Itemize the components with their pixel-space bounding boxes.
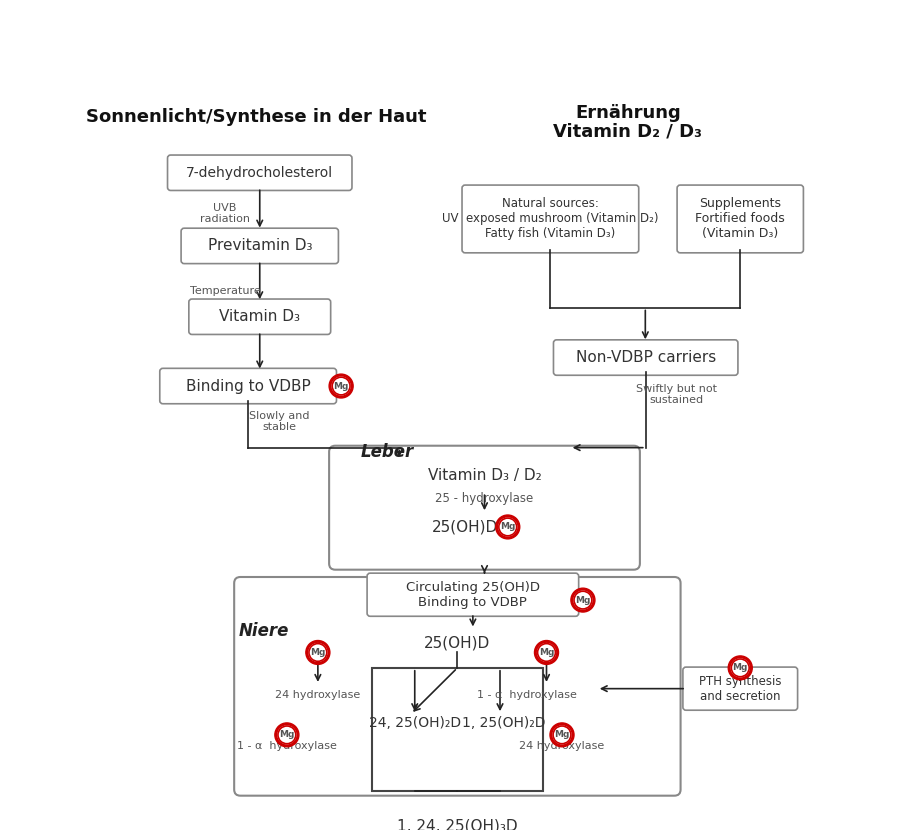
Bar [372, 668, 543, 791]
Text: 24 hydroxylase: 24 hydroxylase [519, 741, 605, 751]
Text: 1, 25(OH)₂D: 1, 25(OH)₂D [462, 716, 545, 730]
Text: Niere: Niere [238, 622, 289, 640]
Text: Ernährung: Ernährung [575, 105, 680, 123]
Text: 1 - α  hydroxylase: 1 - α hydroxylase [237, 741, 337, 751]
Text: Mg: Mg [575, 596, 590, 604]
Text: Supplements
Fortified foods
(Vitamin D₃): Supplements Fortified foods (Vitamin D₃) [696, 198, 785, 241]
Text: Vitamin D₂ / D₃: Vitamin D₂ / D₃ [554, 123, 702, 141]
Circle shape [728, 656, 752, 680]
Circle shape [309, 643, 327, 662]
Text: Previtamin D₃: Previtamin D₃ [208, 238, 312, 253]
FancyBboxPatch shape [181, 228, 338, 264]
FancyBboxPatch shape [189, 299, 330, 334]
Circle shape [554, 726, 571, 744]
Circle shape [499, 518, 517, 536]
Text: 24, 25(OH)₂D: 24, 25(OH)₂D [369, 716, 461, 730]
Text: 1, 24, 25(OH)₃D: 1, 24, 25(OH)₃D [397, 818, 517, 830]
FancyBboxPatch shape [462, 185, 639, 253]
Circle shape [574, 591, 592, 609]
Text: Binding to VDBP: Binding to VDBP [185, 378, 310, 393]
Text: Temperature: Temperature [190, 286, 260, 295]
FancyBboxPatch shape [329, 446, 640, 569]
Text: Non-VDBP carriers: Non-VDBP carriers [576, 350, 716, 365]
Circle shape [329, 374, 353, 398]
Circle shape [496, 515, 520, 539]
FancyBboxPatch shape [554, 339, 738, 375]
Text: Mg: Mg [279, 730, 294, 740]
Circle shape [306, 641, 330, 664]
Circle shape [278, 726, 296, 744]
FancyBboxPatch shape [234, 577, 680, 796]
FancyBboxPatch shape [160, 369, 337, 403]
FancyBboxPatch shape [683, 667, 797, 710]
Text: Sonnenlicht/Synthese in der Haut: Sonnenlicht/Synthese in der Haut [86, 108, 426, 125]
Text: Swiftly but not
sustained: Swiftly but not sustained [636, 383, 717, 405]
Text: Mg: Mg [500, 522, 516, 531]
Text: Mg: Mg [554, 730, 570, 740]
Text: Mg: Mg [310, 648, 326, 657]
Text: 7-dehydrocholesterol: 7-dehydrocholesterol [186, 166, 333, 180]
Text: PTH synthesis
and secretion: PTH synthesis and secretion [699, 675, 781, 703]
Circle shape [274, 723, 299, 747]
Text: Natural sources:
UV  exposed mushroom (Vitamin D₂)
Fatty fish (Vitamin D₃): Natural sources: UV exposed mushroom (Vi… [442, 198, 659, 241]
Circle shape [732, 659, 749, 676]
FancyBboxPatch shape [167, 155, 352, 190]
Text: Mg: Mg [733, 663, 748, 672]
Text: 1 - α  hydroxylase: 1 - α hydroxylase [477, 690, 577, 700]
FancyBboxPatch shape [367, 574, 579, 616]
Circle shape [332, 377, 350, 395]
FancyBboxPatch shape [677, 185, 804, 253]
Text: Mg: Mg [539, 648, 554, 657]
Text: Vitamin D₃: Vitamin D₃ [220, 310, 301, 325]
Text: Leber: Leber [361, 443, 414, 461]
Text: 25(OH)D: 25(OH)D [424, 636, 491, 651]
Text: Mg: Mg [333, 382, 349, 391]
Circle shape [537, 643, 555, 662]
Text: 24 hydroxylase: 24 hydroxylase [275, 690, 361, 700]
Text: Slowly and
stable: Slowly and stable [249, 411, 310, 432]
Text: UVB
radiation: UVB radiation [200, 203, 250, 224]
Text: Vitamin D₃ / D₂: Vitamin D₃ / D₂ [428, 468, 542, 483]
Text: 25 - hydroxylase: 25 - hydroxylase [436, 492, 534, 505]
Circle shape [535, 641, 559, 664]
Text: Circulating 25(OH)D
Binding to VDBP: Circulating 25(OH)D Binding to VDBP [406, 581, 540, 608]
Circle shape [550, 723, 574, 747]
Circle shape [571, 588, 595, 612]
Text: 25(OH)D: 25(OH)D [432, 520, 499, 535]
